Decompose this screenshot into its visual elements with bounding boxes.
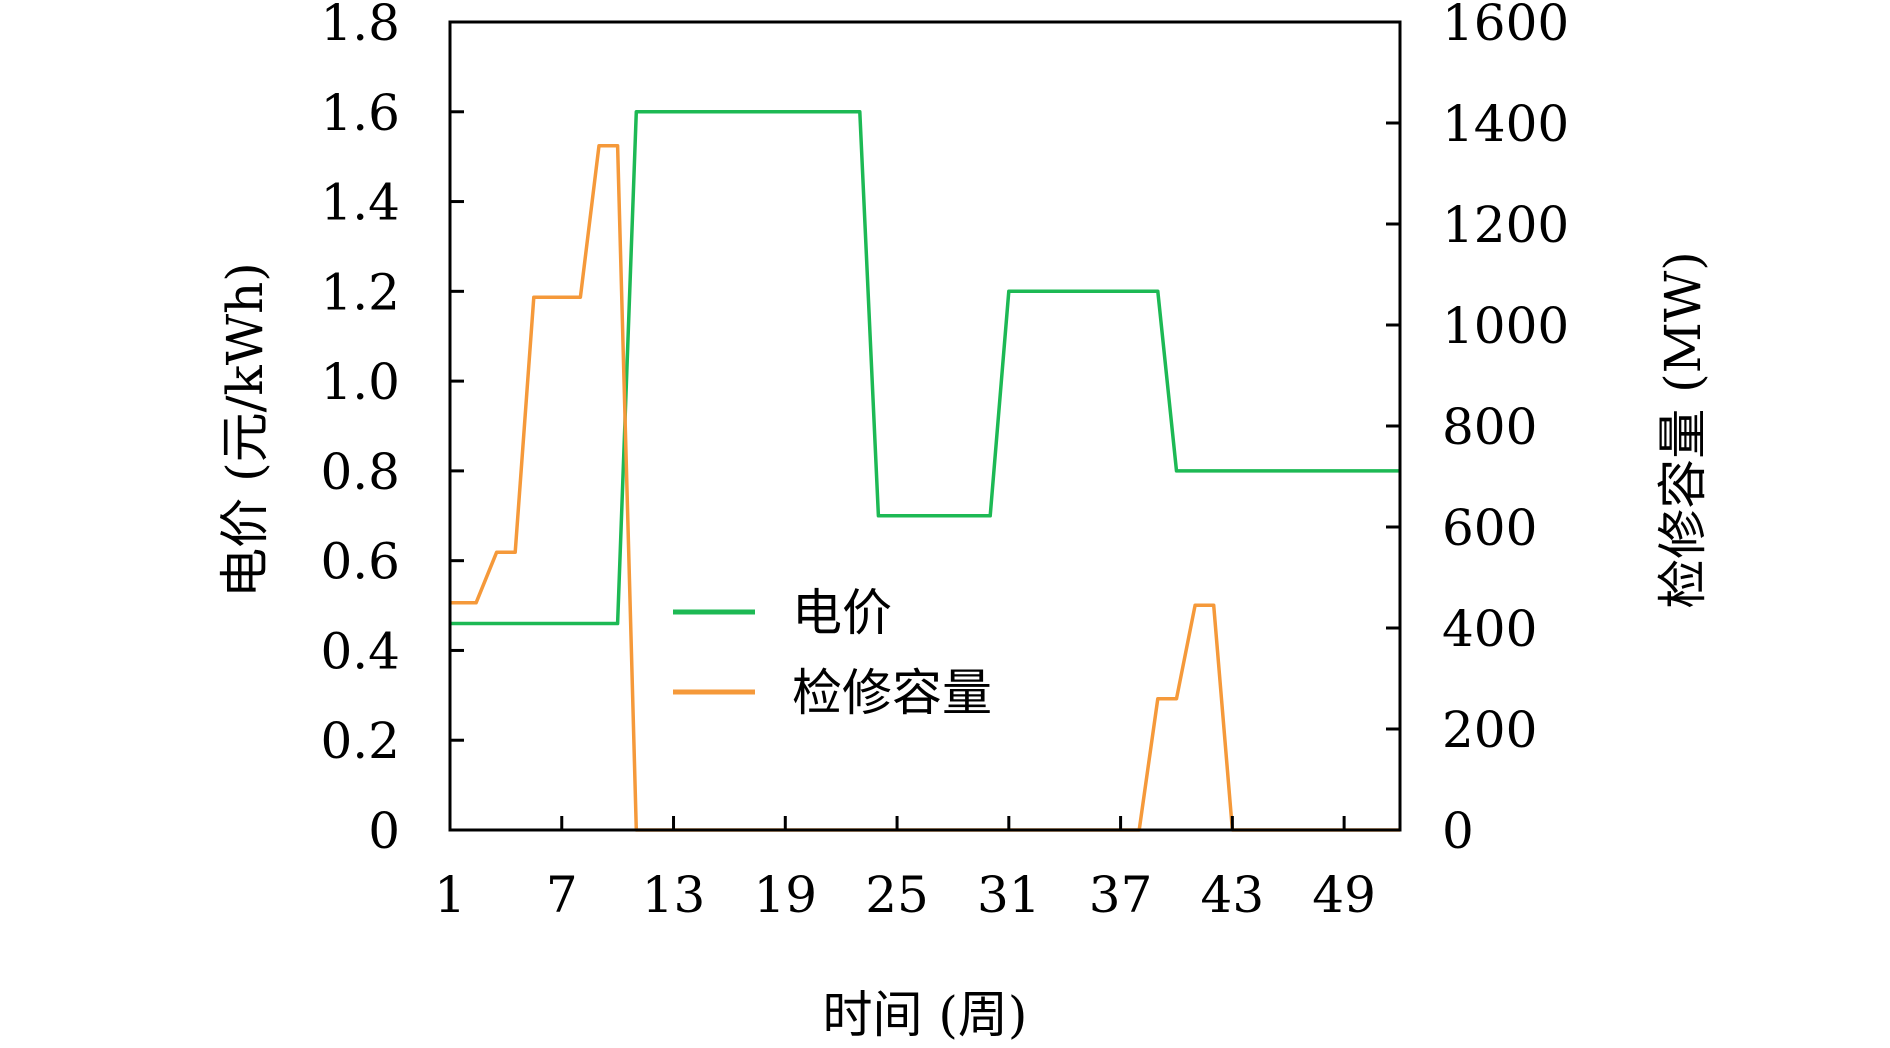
- x-tick-label: 31: [977, 866, 1041, 924]
- left-tick-label: 1.4: [320, 174, 400, 232]
- x-tick-label: 43: [1201, 866, 1265, 924]
- right-tick-label: 800: [1442, 398, 1537, 456]
- x-tick-label: 1: [434, 866, 466, 924]
- right-tick-label: 0: [1442, 802, 1474, 860]
- series-line-maintenance: [450, 143, 1400, 832]
- right-tick-label: 400: [1442, 600, 1537, 658]
- x-tick-label: 25: [865, 866, 929, 924]
- left-tick-label: 1.6: [320, 84, 400, 142]
- left-axis-ticks: 0 0.2 0.4 0.6 0.8 1.0 1.2 1.4 1.6 1.8: [320, 0, 464, 860]
- legend-label-maintenance: 检修容量: [792, 664, 992, 722]
- left-tick-label: 1.0: [320, 353, 400, 411]
- x-axis-title: 时间 (周): [823, 986, 1028, 1044]
- right-tick-label: 200: [1442, 701, 1537, 759]
- series-lines: [450, 110, 1400, 832]
- x-axis-ticks: 1 7 13 19 25 31 37 43 49: [434, 816, 1376, 924]
- left-tick-label: 0.6: [320, 533, 400, 591]
- left-tick-label: 0.2: [320, 712, 400, 770]
- right-tick-label: 1200: [1442, 196, 1569, 254]
- left-tick-label: 0: [368, 802, 400, 860]
- right-tick-label: 1400: [1442, 95, 1569, 153]
- right-axis-title: 检修容量 (MW): [1654, 251, 1712, 609]
- left-tick-label: 1.2: [320, 263, 400, 321]
- x-tick-label: 37: [1089, 866, 1153, 924]
- x-tick-label: 13: [642, 866, 706, 924]
- legend-label-price: 电价: [792, 584, 892, 642]
- x-tick-label: 19: [753, 866, 817, 924]
- legend: 电价 检修容量: [673, 584, 992, 722]
- left-tick-label: 0.8: [320, 443, 400, 501]
- series-line-price: [450, 110, 1400, 626]
- left-axis-title: 电价 (元/kWh): [216, 262, 274, 598]
- right-axis-ticks: 0 200 400 600 800 1000 1200 1400 1600: [1386, 0, 1569, 860]
- right-tick-label: 600: [1442, 499, 1537, 557]
- right-tick-label: 1600: [1442, 0, 1569, 52]
- left-tick-label: 0.4: [320, 622, 400, 680]
- x-tick-label: 49: [1312, 866, 1376, 924]
- right-tick-label: 1000: [1442, 297, 1569, 355]
- x-tick-label: 7: [546, 866, 578, 924]
- left-tick-label: 1.8: [320, 0, 400, 52]
